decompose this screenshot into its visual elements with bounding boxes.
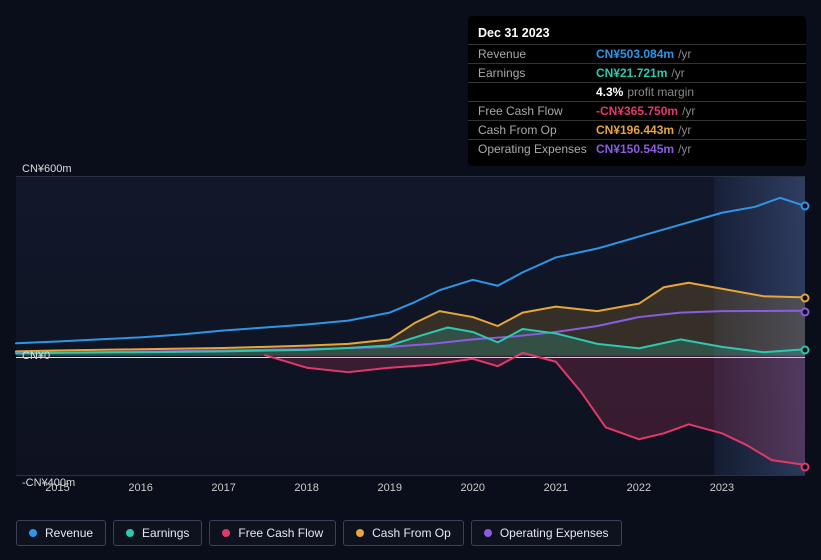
legend: Revenue Earnings Free Cash Flow Cash From O…: [16, 520, 622, 546]
plot-area[interactable]: [16, 176, 805, 476]
tooltip-row: EarningsCN¥21.721m/yr: [468, 63, 806, 82]
chart-tooltip: Dec 31 2023 RevenueCN¥503.084m/yrEarning…: [468, 16, 806, 166]
tooltip-value: CN¥196.443m: [596, 123, 674, 137]
legend-label: Operating Expenses: [500, 526, 609, 540]
x-axis-label: 2020: [461, 482, 485, 494]
legend-label: Free Cash Flow: [238, 526, 323, 540]
legend-item[interactable]: Free Cash Flow: [209, 520, 336, 546]
tooltip-label: Free Cash Flow: [478, 104, 596, 118]
y-axis-label: CN¥600m: [22, 163, 72, 175]
legend-item[interactable]: Revenue: [16, 520, 106, 546]
tooltip-row: 4.3% profit margin: [468, 82, 806, 101]
tooltip-rows: RevenueCN¥503.084m/yrEarningsCN¥21.721m/…: [468, 44, 806, 158]
tooltip-label: Operating Expenses: [478, 142, 596, 156]
tooltip-label: Revenue: [478, 47, 596, 61]
legend-label: Revenue: [45, 526, 93, 540]
x-axis-label: 2016: [128, 482, 152, 494]
series-svg: [16, 177, 805, 475]
tooltip-unit: /yr: [678, 142, 691, 156]
y-axis-label: CN¥0: [22, 350, 50, 362]
legend-swatch: [356, 529, 364, 537]
tooltip-date: Dec 31 2023: [468, 24, 806, 44]
x-axis-label: 2017: [211, 482, 235, 494]
legend-item[interactable]: Earnings: [113, 520, 202, 546]
legend-item[interactable]: Cash From Op: [343, 520, 464, 546]
tooltip-value: -CN¥365.750m: [596, 104, 678, 118]
x-axis-label: 2018: [294, 482, 318, 494]
legend-label: Earnings: [142, 526, 189, 540]
tooltip-unit: /yr: [671, 66, 684, 80]
tooltip-value: CN¥503.084m: [596, 47, 674, 61]
legend-swatch: [126, 529, 134, 537]
tooltip-row: Cash From OpCN¥196.443m/yr: [468, 120, 806, 139]
legend-swatch: [29, 529, 37, 537]
legend-item[interactable]: Operating Expenses: [471, 520, 622, 546]
tooltip-value: CN¥21.721m: [596, 66, 667, 80]
end-marker-revenue: [801, 202, 810, 211]
tooltip-unit: /yr: [682, 104, 695, 118]
tooltip-row: Free Cash Flow-CN¥365.750m/yr: [468, 101, 806, 120]
x-axis-label: 2021: [544, 482, 568, 494]
tooltip-value: 4.3%: [596, 85, 623, 99]
tooltip-label: Earnings: [478, 66, 596, 80]
end-marker-fcf: [801, 462, 810, 471]
legend-label: Cash From Op: [372, 526, 451, 540]
series-area-fcf: [265, 353, 805, 465]
end-marker-earnings: [801, 346, 810, 355]
x-axis: 201520162017201820192020202120222023: [16, 482, 805, 500]
tooltip-row: Operating ExpensesCN¥150.545m/yr: [468, 139, 806, 158]
end-marker-cashop: [801, 294, 810, 303]
tooltip-unit: /yr: [678, 47, 691, 61]
tooltip-label: Cash From Op: [478, 123, 596, 137]
financials-chart: 201520162017201820192020202120222023 CN¥…: [16, 158, 805, 518]
tooltip-extra: profit margin: [627, 85, 694, 99]
x-axis-label: 2022: [627, 482, 651, 494]
legend-swatch: [222, 529, 230, 537]
y-axis-label: -CN¥400m: [22, 477, 75, 489]
x-axis-label: 2019: [377, 482, 401, 494]
tooltip-row: RevenueCN¥503.084m/yr: [468, 44, 806, 63]
tooltip-value: CN¥150.545m: [596, 142, 674, 156]
tooltip-unit: /yr: [678, 123, 691, 137]
x-axis-label: 2023: [710, 482, 734, 494]
legend-swatch: [484, 529, 492, 537]
end-marker-opex: [801, 307, 810, 316]
